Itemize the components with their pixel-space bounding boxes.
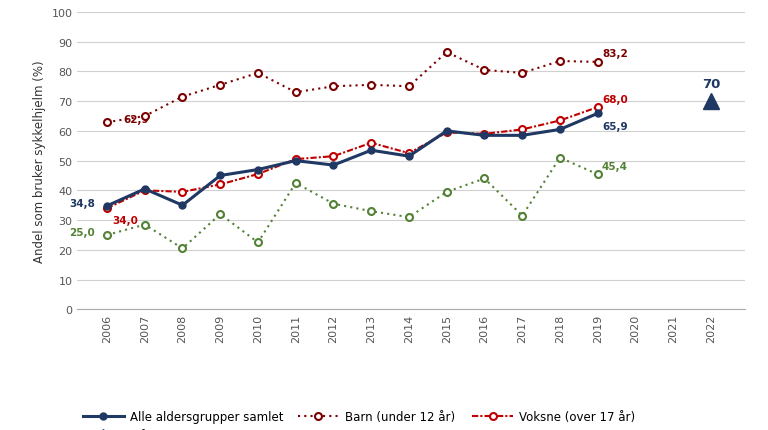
Text: 62,9: 62,9 (124, 115, 149, 125)
Text: 83,2: 83,2 (602, 49, 627, 59)
Y-axis label: Andel som bruker sykkelhjelm (%): Andel som bruker sykkelhjelm (%) (33, 60, 46, 262)
Text: 34,0: 34,0 (113, 216, 138, 226)
Legend: Alle aldersgrupper samlet, Mål for 2022, Barn (under 12 år), Ungdom (12-17 år), : Alle aldersgrupper samlet, Mål for 2022,… (83, 410, 635, 430)
Text: 65,9: 65,9 (602, 121, 627, 131)
Text: 45,4: 45,4 (602, 161, 628, 171)
Text: 70: 70 (702, 78, 720, 91)
Text: 25,0: 25,0 (69, 227, 95, 237)
Text: 68,0: 68,0 (602, 94, 627, 104)
Text: 34,8: 34,8 (69, 198, 95, 209)
